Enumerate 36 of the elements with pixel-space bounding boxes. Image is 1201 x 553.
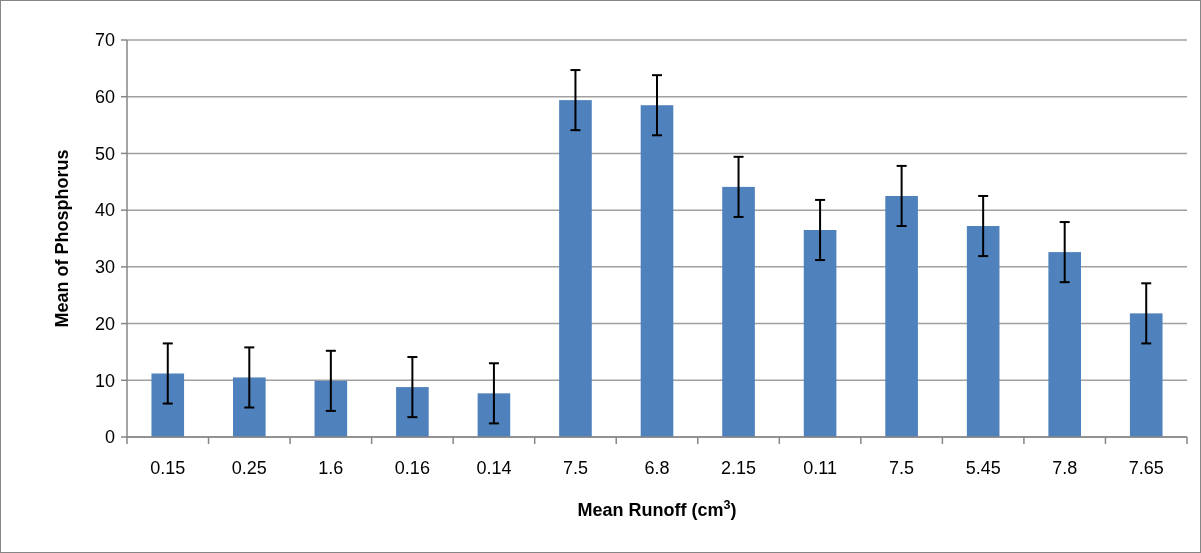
bar: [803, 229, 837, 437]
x-tick-label: 0.11: [803, 458, 837, 478]
bar: [396, 387, 429, 437]
x-tick-label: 0.16: [394, 458, 430, 478]
x-tick-label: 7.5: [889, 458, 915, 478]
x-tick-label: 0.25: [231, 458, 267, 478]
y-tick-label: 50: [94, 143, 115, 164]
y-tick-label: 60: [94, 87, 115, 108]
bar: [559, 100, 592, 437]
y-tick-label: 40: [94, 200, 115, 221]
x-tick-label: 7.65: [1128, 458, 1164, 478]
bar: [1048, 252, 1081, 437]
x-tick-label: 5.45: [965, 458, 1001, 478]
x-tick-label: 6.8: [644, 458, 670, 478]
y-tick-label: 20: [94, 313, 115, 334]
bar: [151, 373, 185, 437]
y-tick-label: 70: [94, 30, 115, 51]
bar: [722, 186, 755, 437]
x-tick-label: 0.14: [476, 458, 512, 478]
x-tick-label: 7.5: [562, 458, 588, 478]
y-tick-label: 30: [94, 257, 115, 278]
x-tick-label: 2.15: [721, 458, 757, 478]
y-tick-label: 0: [104, 427, 115, 448]
bar: [477, 393, 511, 437]
bar: [640, 105, 674, 437]
bar: [885, 195, 918, 437]
x-tick-label: 1.6: [318, 458, 344, 478]
bar: [314, 380, 348, 437]
bar: [1129, 313, 1163, 437]
x-tick-label: 7.8: [1052, 458, 1078, 478]
y-axis-title: Mean of Phosphorus: [52, 149, 72, 328]
x-tick-label: 0.15: [150, 458, 186, 478]
y-tick-label: 10: [94, 370, 115, 391]
x-axis-title: Mean Runoff (cm$^{3}$): [577, 498, 737, 520]
bar: [966, 226, 1000, 437]
bar: [233, 377, 266, 437]
